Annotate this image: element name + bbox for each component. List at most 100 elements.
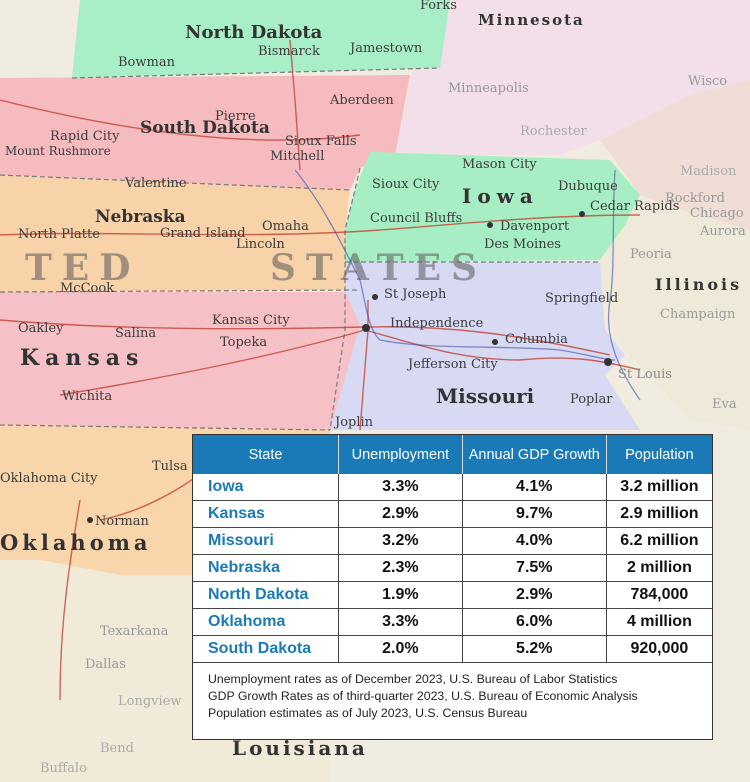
table-row: Kansas 2.9% 9.7% 2.9 million [193,500,712,528]
cell-gdp-growth: 4.0% [462,527,607,555]
table-header-row: State Unemployment Annual GDP Growth Pop… [193,435,712,474]
city-label: Buffalo [40,761,87,776]
city-label: Peoria [630,247,672,262]
table-row: Missouri 3.2% 4.0% 6.2 million [193,527,712,555]
city-label: Sioux City [372,177,440,192]
cell-gdp-growth: 2.9% [462,581,607,609]
cell-gdp-growth: 9.7% [462,500,607,528]
city-label: Forks [420,0,457,13]
table-row: Nebraska 2.3% 7.5% 2 million [193,554,712,582]
city-label: Grand Island [160,226,246,241]
city-label: Salina [115,326,156,341]
cell-population: 4 million [606,608,712,636]
city-label: Aurora [699,224,746,239]
city-label: Oklahoma City [0,471,98,486]
region-wisconsin [600,80,750,230]
map-label-nebraska: Nebraska [95,207,186,227]
city-label: Minneapolis [448,81,529,96]
city-label: Valentine [124,176,187,191]
city-label: Tulsa [152,459,188,474]
cell-gdp-growth: 5.2% [462,635,607,663]
cell-gdp-growth: 7.5% [462,554,607,582]
city-label: Rapid City [50,129,120,144]
city-label: Pierre [215,109,256,124]
map-label-illinois: Illinois [655,275,742,294]
city-label: Joplin [333,415,374,430]
city-label: Bend [100,741,134,756]
cell-state: South Dakota [193,635,339,663]
cell-gdp-growth: 4.1% [462,474,607,501]
header-state: State [193,435,339,474]
city-label: Davenport [500,219,570,234]
cell-state: Iowa [193,474,339,501]
city-label: Des Moines [484,237,561,252]
cell-unemployment: 3.3% [338,608,463,636]
city-label: North Platte [18,227,100,242]
state-economic-table: State Unemployment Annual GDP Growth Pop… [193,435,712,663]
map-label-north-dakota: North Dakota [185,22,323,43]
table-row: South Dakota 2.0% 5.2% 920,000 [193,635,712,663]
city-label: Omaha [262,219,309,234]
city-label: Cedar Rapids [590,199,679,214]
cell-unemployment: 3.3% [338,474,463,501]
city-label: Mitchell [270,149,324,164]
city-label: St Joseph [384,287,447,302]
cell-state: Nebraska [193,554,339,582]
map-label-south-dakota: South Dakota [140,118,270,138]
city-label: Oakley [18,321,64,336]
city-label: Bowman [118,55,176,70]
cell-population: 3.2 million [620,478,699,495]
cell-unemployment: 2.0% [338,635,463,663]
city-label: Council Bluffs [370,211,462,226]
region-iowa [345,152,640,262]
table-row: Iowa 3.3% 4.1% 3.2 million [193,474,712,501]
city-label: Wisco [688,74,727,89]
region-illinois [600,185,750,430]
map-label-iowa: Iowa [462,184,539,208]
city-label: Chicago [690,206,744,221]
city-label: Jamestown [348,41,423,56]
region-south-dakota [0,75,410,190]
city-label: Lincoln [236,237,285,252]
city-label: Sioux Falls [285,134,357,149]
cell-population: 920,000 [606,635,712,663]
cell-population: 2 million [606,554,712,582]
region-nebraska [0,175,360,292]
city-label: Dubuque [558,179,618,194]
header-unemployment: Unemployment [338,435,463,474]
cell-population: 6.2 million [606,527,712,555]
map-label-oklahoma: Oklahoma [0,530,152,555]
city-label: Dallas [85,657,126,672]
city-label: McCook [60,281,114,296]
city-label: Champaign [660,307,736,322]
city-label: Rockford [665,191,725,206]
map-label-louisiana: Louisiana [232,736,368,760]
country-text-states: STATES [270,247,487,289]
map-label-missouri: Missouri [436,384,535,408]
city-label: Springfield [545,291,618,306]
city-label: Mason City [462,157,537,172]
city-label: Rochester [520,124,588,139]
city-label: Madison [680,164,737,179]
cell-gdp-growth: 6.0% [462,608,607,636]
header-gdp-growth: Annual GDP Growth [462,435,607,474]
region-kansas [0,292,360,430]
cell-unemployment: 3.2% [338,527,463,555]
region-north-dakota [72,0,450,78]
region-minnesota [395,0,750,155]
source-note: GDP Growth Rates as of third-quarter 202… [208,689,638,703]
cell-state: Missouri [193,527,339,555]
country-text-ted: TED [25,247,140,289]
cell-population: 784,000 [606,581,712,609]
cell-unemployment: 1.9% [338,581,463,609]
city-label: Kansas City [212,313,290,328]
region-missouri [330,262,640,430]
map-label-minnesota: Minnesota [478,11,585,29]
city-label: Topeka [220,335,267,350]
cell-state: Oklahoma [193,608,339,636]
source-note: Unemployment rates as of December 2023, … [208,672,618,686]
table-row: Oklahoma 3.3% 6.0% 4 million [193,608,712,636]
city-label: Texarkana [100,624,169,639]
economic-data-panel: State Unemployment Annual GDP Growth Pop… [192,434,713,740]
city-label: Bismarck [258,44,320,59]
